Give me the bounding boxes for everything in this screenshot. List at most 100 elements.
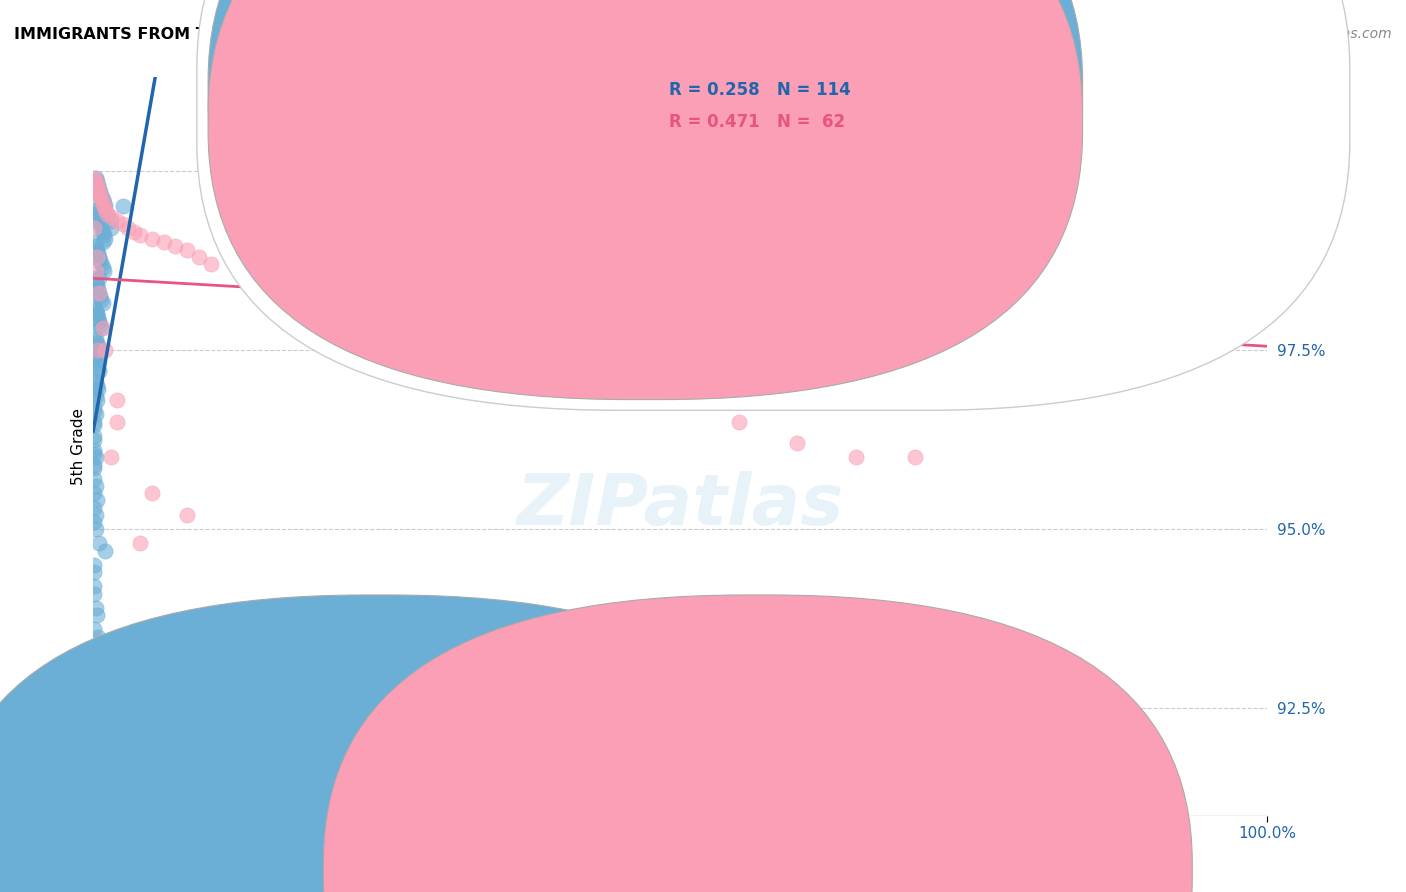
Point — [83, 665, 105, 680]
Point — [87, 211, 110, 225]
Point — [1139, 214, 1161, 228]
Point — [1139, 285, 1161, 300]
Point — [84, 389, 107, 403]
Point — [86, 715, 108, 730]
Text: IMMIGRANTS FROM TRINIDAD AND TOBAGO VS UKRAINIAN 5TH GRADE CORRELATION CHART: IMMIGRANTS FROM TRINIDAD AND TOBAGO VS U… — [14, 27, 853, 42]
Point — [93, 228, 115, 243]
Point — [141, 232, 163, 246]
Point — [83, 371, 105, 385]
Point — [786, 393, 808, 408]
Point — [94, 543, 117, 558]
Point — [90, 321, 112, 335]
Point — [551, 357, 574, 371]
Point — [669, 393, 692, 408]
Point — [87, 271, 110, 285]
Point — [87, 181, 110, 195]
Point — [87, 250, 110, 264]
Point — [316, 285, 339, 300]
Point — [100, 221, 122, 235]
Point — [87, 178, 110, 192]
Point — [84, 708, 107, 723]
Point — [845, 450, 868, 465]
Point — [91, 296, 114, 310]
Point — [86, 608, 108, 623]
Point — [84, 601, 107, 615]
Point — [93, 264, 115, 278]
Point — [84, 508, 107, 522]
Point — [87, 694, 110, 708]
Point — [222, 235, 245, 250]
Point — [84, 353, 107, 368]
Point — [1021, 235, 1043, 250]
Text: Immigrants from Trinidad and Tobago: Immigrants from Trinidad and Tobago — [405, 863, 692, 877]
Point — [83, 235, 105, 250]
Point — [87, 310, 110, 325]
Point — [89, 253, 111, 268]
Point — [83, 443, 105, 458]
Point — [84, 522, 107, 536]
Point — [87, 285, 110, 300]
Point — [669, 378, 692, 392]
Point — [434, 271, 457, 285]
Point — [375, 300, 398, 314]
Point — [200, 257, 222, 271]
Point — [84, 170, 107, 185]
Point — [83, 433, 105, 447]
Point — [94, 199, 117, 213]
Point — [87, 282, 110, 296]
Point — [89, 218, 111, 232]
Point — [87, 285, 110, 300]
Text: R = 0.471   N =  62: R = 0.471 N = 62 — [669, 113, 845, 131]
Point — [83, 623, 105, 637]
Point — [492, 293, 515, 307]
Text: R = 0.258   N = 114: R = 0.258 N = 114 — [669, 81, 851, 99]
Point — [129, 228, 152, 243]
Point — [83, 401, 105, 415]
Point — [83, 458, 105, 472]
Point — [122, 225, 145, 239]
Point — [84, 479, 107, 493]
Point — [434, 321, 457, 335]
Point — [83, 404, 105, 418]
Point — [87, 360, 110, 375]
Point — [786, 199, 808, 213]
Point — [86, 673, 108, 687]
Point — [83, 328, 105, 343]
Point — [86, 278, 108, 293]
Point — [83, 587, 105, 601]
Point — [84, 174, 107, 188]
Point — [83, 486, 105, 500]
Point — [93, 195, 115, 210]
Point — [83, 447, 105, 461]
Point — [84, 408, 107, 422]
Point — [91, 235, 114, 250]
Point — [90, 293, 112, 307]
Point — [83, 415, 105, 429]
Point — [86, 207, 108, 221]
Point — [89, 346, 111, 360]
Point — [176, 243, 198, 257]
Point — [87, 214, 110, 228]
Point — [87, 339, 110, 353]
Point — [83, 271, 105, 285]
Point — [111, 773, 134, 788]
Point — [176, 508, 198, 522]
Point — [316, 307, 339, 321]
Point — [141, 486, 163, 500]
Point — [87, 343, 110, 357]
Point — [83, 221, 105, 235]
Point — [111, 199, 134, 213]
Text: Ukrainians: Ukrainians — [803, 863, 884, 877]
Point — [962, 214, 984, 228]
Point — [100, 211, 122, 225]
Point — [87, 809, 110, 823]
Point — [83, 350, 105, 364]
Point — [87, 185, 110, 199]
Point — [84, 203, 107, 218]
Point — [83, 199, 105, 213]
Point — [94, 232, 117, 246]
Point — [87, 536, 110, 550]
Point — [86, 174, 108, 188]
Point — [96, 207, 118, 221]
Point — [84, 303, 107, 318]
